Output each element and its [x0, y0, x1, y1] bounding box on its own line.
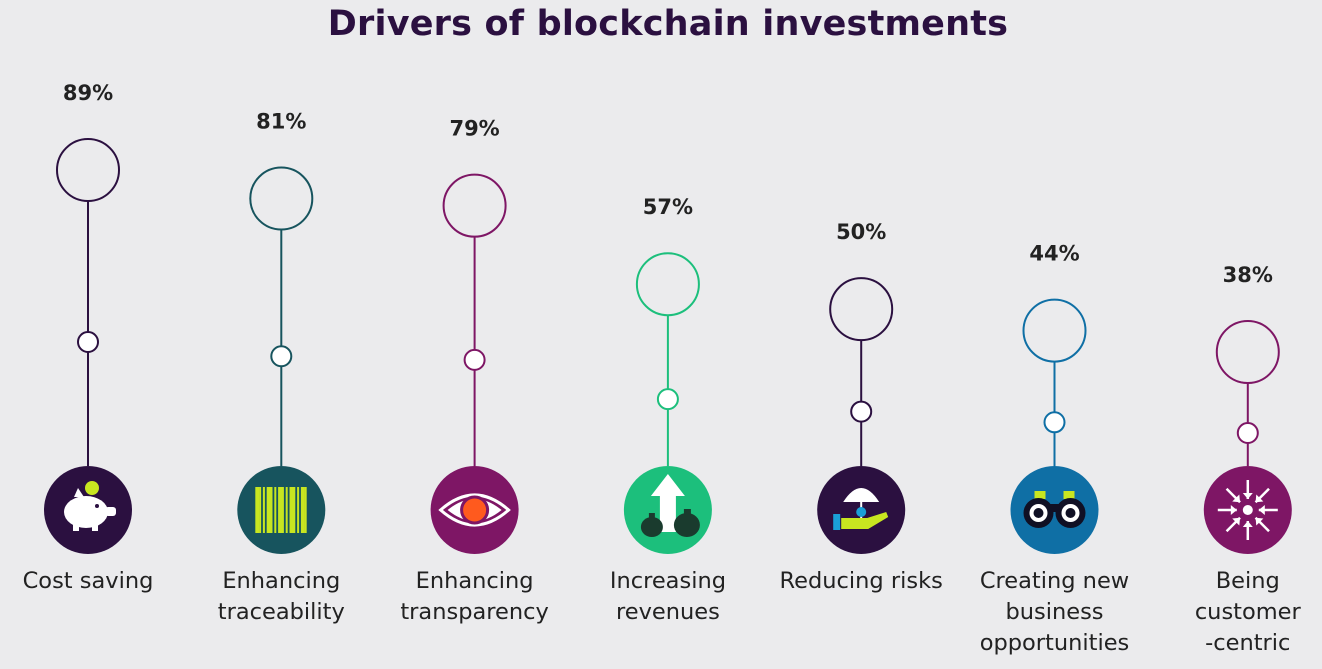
- category-label: -centric: [1205, 630, 1290, 656]
- barcode-icon: [255, 487, 307, 533]
- value-marker: [442, 173, 507, 238]
- stem-knot: [77, 331, 99, 353]
- value-label: 38%: [1223, 263, 1273, 287]
- value-marker: [829, 277, 894, 342]
- category-label: Increasing: [610, 568, 726, 594]
- category-label: Creating new: [980, 568, 1129, 594]
- category-label: revenues: [616, 599, 720, 625]
- category-label: traceability: [218, 599, 345, 625]
- value-label: 89%: [63, 81, 113, 105]
- inward-arrows-icon: [1217, 480, 1278, 540]
- stem-knot: [850, 400, 873, 423]
- lollipop-item: 50% Reducing risks: [780, 220, 943, 594]
- category-label: Cost saving: [23, 568, 154, 594]
- stem-knot: [463, 348, 486, 371]
- lollipop-item: 57% Increasing revenues: [610, 195, 726, 625]
- lollipop-item: 89% Cost saving: [23, 81, 154, 594]
- value-label: 57%: [643, 195, 693, 219]
- value-marker: [635, 252, 700, 317]
- value-label: 50%: [836, 220, 886, 244]
- money-bags-up-arrow-icon: [640, 474, 700, 537]
- stem-knot: [1043, 411, 1066, 434]
- value-label: 79%: [449, 117, 499, 141]
- piggy-bank-icon: [64, 481, 116, 531]
- category-label: Being: [1216, 568, 1280, 594]
- category-label: Reducing risks: [780, 568, 943, 594]
- category-label: Enhancing: [222, 568, 340, 594]
- value-marker: [249, 166, 314, 231]
- stem-knot: [656, 388, 679, 411]
- stem-knot: [1236, 422, 1259, 444]
- category-label: Enhancing: [416, 568, 534, 594]
- lollipop-item: 44% Creating new business opportunities: [980, 242, 1130, 656]
- umbrella-hand-icon: [833, 488, 889, 530]
- category-label: business: [1005, 599, 1103, 625]
- stem-knot: [270, 345, 293, 368]
- lollipop-item: 81% Enhancing traceability: [218, 110, 345, 625]
- value-label: 81%: [256, 110, 306, 134]
- category-label: customer: [1195, 599, 1302, 625]
- category-label: transparency: [400, 599, 548, 625]
- value-marker: [1215, 320, 1280, 384]
- binoculars-icon: [1023, 491, 1086, 528]
- lollipop-item: 38% Being customer -centric: [1195, 263, 1302, 656]
- category-label: opportunities: [980, 630, 1130, 656]
- lollipop-item: 79% Enhancing transparency: [400, 117, 548, 625]
- value-label: 44%: [1029, 242, 1079, 266]
- eye-icon: [438, 493, 511, 527]
- value-marker: [1022, 298, 1087, 363]
- value-marker: [56, 138, 120, 202]
- chart-title: Drivers of blockchain investments: [327, 4, 1009, 44]
